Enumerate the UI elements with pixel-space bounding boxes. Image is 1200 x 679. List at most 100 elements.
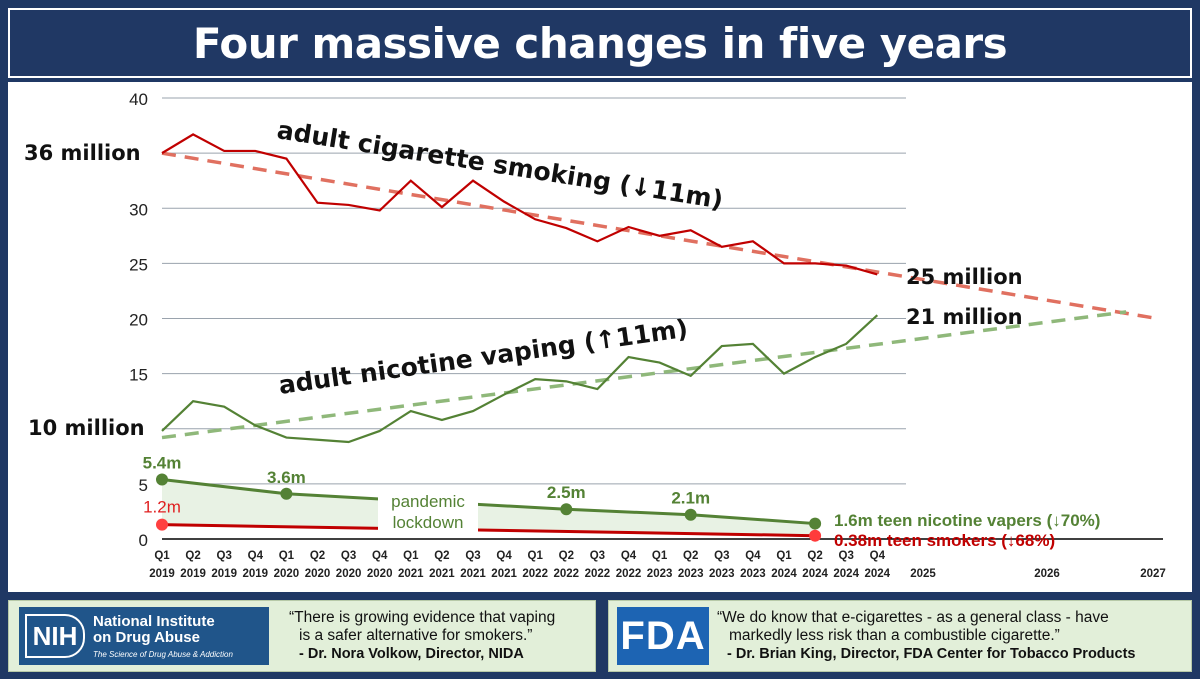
x-tick-year: 2022 (522, 568, 548, 580)
x-tick-quarter: Q4 (621, 550, 637, 562)
x-tick-quarter: Q4 (248, 550, 264, 562)
fda-logo: FDA (617, 607, 709, 665)
smoking-end-label: 25 million (906, 265, 1023, 289)
y-tick-label: 0 (139, 531, 148, 550)
fda-quote-line2: markedly less risk than a combustible ci… (729, 627, 1060, 644)
x-tick-year: 2022 (616, 568, 642, 580)
chart-panel: 0 5 15 20 25 30 40 Q1 2019 Q2 2019 Q3 2019 Q4 2019 Q1 20… (8, 82, 1192, 592)
nih-logo: NIH National Institute on Drug Abuse The… (19, 607, 269, 665)
x-tick-quarter: Q2 (807, 550, 822, 562)
x-tick-quarter: Q4 (372, 550, 388, 562)
teen-gap-area (162, 479, 816, 536)
nih-quote: “There is growing evidence that vaping i… (289, 609, 594, 663)
x-tick-quarter: Q3 (839, 550, 854, 562)
series-line (161, 133, 878, 276)
x-tick-quarter: Q3 (714, 550, 729, 562)
y-tick-label: 5 (139, 476, 148, 495)
smoking-start-label: 36 million (24, 141, 141, 165)
x-tick-quarter: Q3 (217, 550, 232, 562)
title-bar: Four massive changes in five years (8, 8, 1192, 78)
x-tick-year: 2020 (336, 568, 362, 580)
y-tick-label: 25 (129, 255, 148, 274)
teen-vapers-data-label: 5.4m (143, 453, 182, 472)
teen-smokers-line (161, 523, 816, 538)
x-tick-quarter: Q3 (590, 550, 605, 562)
x-tick-quarter: Q3 (465, 550, 480, 562)
x-tick-quarter: Q1 (776, 550, 792, 562)
teen-smokers-point (156, 518, 168, 531)
vaping-start-label: 10 million (28, 416, 145, 440)
x-tick-quarter: Q1 (652, 550, 668, 562)
x-tick-extra-year: 2026 (1034, 568, 1060, 580)
y-tick-label: 40 (129, 90, 148, 109)
nih-quote-line1: “There is growing evidence that vaping (289, 609, 556, 626)
x-tick-year: 2019 (243, 568, 269, 580)
fda-quote-box: FDA “We do know that e-cigarettes - as a… (608, 600, 1192, 672)
line-chart: 051520253040Q12019Q22019Q32019Q42019Q120… (24, 90, 1166, 580)
x-tick-year: 2021 (491, 568, 517, 580)
x-tick-year: 2024 (802, 568, 828, 580)
fda-quote: “We do know that e-cigarettes - as a gen… (717, 609, 1187, 663)
x-tick-year: 2023 (678, 568, 704, 580)
nih-attribution: - Dr. Nora Volkow, Director, NIDA (299, 646, 524, 662)
nih-tagline: The Science of Drug Abuse & Addiction (93, 649, 233, 659)
y-tick-label: 20 (129, 311, 148, 330)
fda-attribution: - Dr. Brian King, Director, FDA Center f… (727, 646, 1136, 662)
x-tick-year: 2019 (149, 568, 175, 580)
x-tick-year: 2024 (771, 568, 797, 580)
x-tick-year: 2020 (305, 568, 331, 580)
teen-vapers-point (684, 508, 697, 521)
nih-name-line2: on Drug Abuse (93, 628, 200, 646)
x-tick-extra-year: 2027 (1140, 568, 1166, 580)
x-tick-year: 2023 (709, 568, 735, 580)
pandemic-label-line2: lockdown (393, 513, 464, 532)
x-tick-quarter: Q1 (154, 550, 170, 562)
teen-vapers-point (156, 473, 168, 486)
x-tick-year: 2020 (367, 568, 393, 580)
trend-line (161, 151, 1158, 321)
x-tick-year: 2021 (429, 568, 455, 580)
teen-vapers-data-label: 2.5m (547, 483, 586, 502)
nih-badge: NIH (25, 614, 85, 658)
trend-line (161, 310, 1127, 440)
x-tick-quarter: Q2 (185, 550, 200, 562)
teen-vapers-data-label: 2.1m (671, 489, 710, 508)
pandemic-label-line1: pandemic (391, 492, 465, 511)
fda-quote-line1: “We do know that e-cigarettes - as a gen… (717, 609, 1109, 626)
x-tick-quarter: Q2 (434, 550, 449, 562)
x-tick-year: 2021 (460, 568, 486, 580)
x-tick-year: 2024 (833, 568, 859, 580)
teen-smokers-end-label: 0.38m teen smokers (↓68%) (834, 531, 1055, 550)
x-tick-year: 2019 (211, 568, 237, 580)
pandemic-box (378, 488, 478, 534)
x-tick-year: 2022 (585, 568, 611, 580)
teen-vapers-point (560, 503, 573, 516)
x-tick-year: 2021 (398, 568, 424, 580)
teen-smokers-data-label: 1.2m (143, 498, 181, 517)
series-line (161, 314, 879, 444)
x-tick-quarter: Q4 (745, 550, 761, 562)
x-tick-quarter: Q1 (528, 550, 544, 562)
teen-vapers-point (280, 487, 293, 500)
x-tick-quarter: Q2 (310, 550, 325, 562)
x-tick-quarter: Q4 (496, 550, 512, 562)
x-tick-extra-year: 2025 (910, 568, 936, 580)
x-tick-quarter: Q2 (683, 550, 698, 562)
y-tick-label: 15 (129, 366, 148, 385)
x-tick-quarter: Q4 (870, 550, 886, 562)
x-tick-quarter: Q1 (279, 550, 295, 562)
x-tick-quarter: Q1 (403, 550, 419, 562)
nih-name-line1: National Institute (93, 612, 215, 630)
vaping-end-label: 21 million (906, 305, 1023, 329)
x-tick-quarter: Q2 (559, 550, 574, 562)
y-tick-label: 30 (129, 200, 148, 219)
x-tick-year: 2023 (647, 568, 673, 580)
x-tick-year: 2023 (740, 568, 766, 580)
page-title: Four massive changes in five years (192, 18, 1008, 68)
teen-vapers-end-label: 1.6m teen nicotine vapers (↓70%) (834, 511, 1100, 530)
x-tick-year: 2022 (554, 568, 580, 580)
x-tick-year: 2019 (180, 568, 206, 580)
teen-vapers-data-label: 3.6m (267, 468, 306, 487)
nih-quote-line2: is a safer alternative for smokers.” (299, 627, 533, 644)
teen-smokers-point (809, 529, 822, 542)
